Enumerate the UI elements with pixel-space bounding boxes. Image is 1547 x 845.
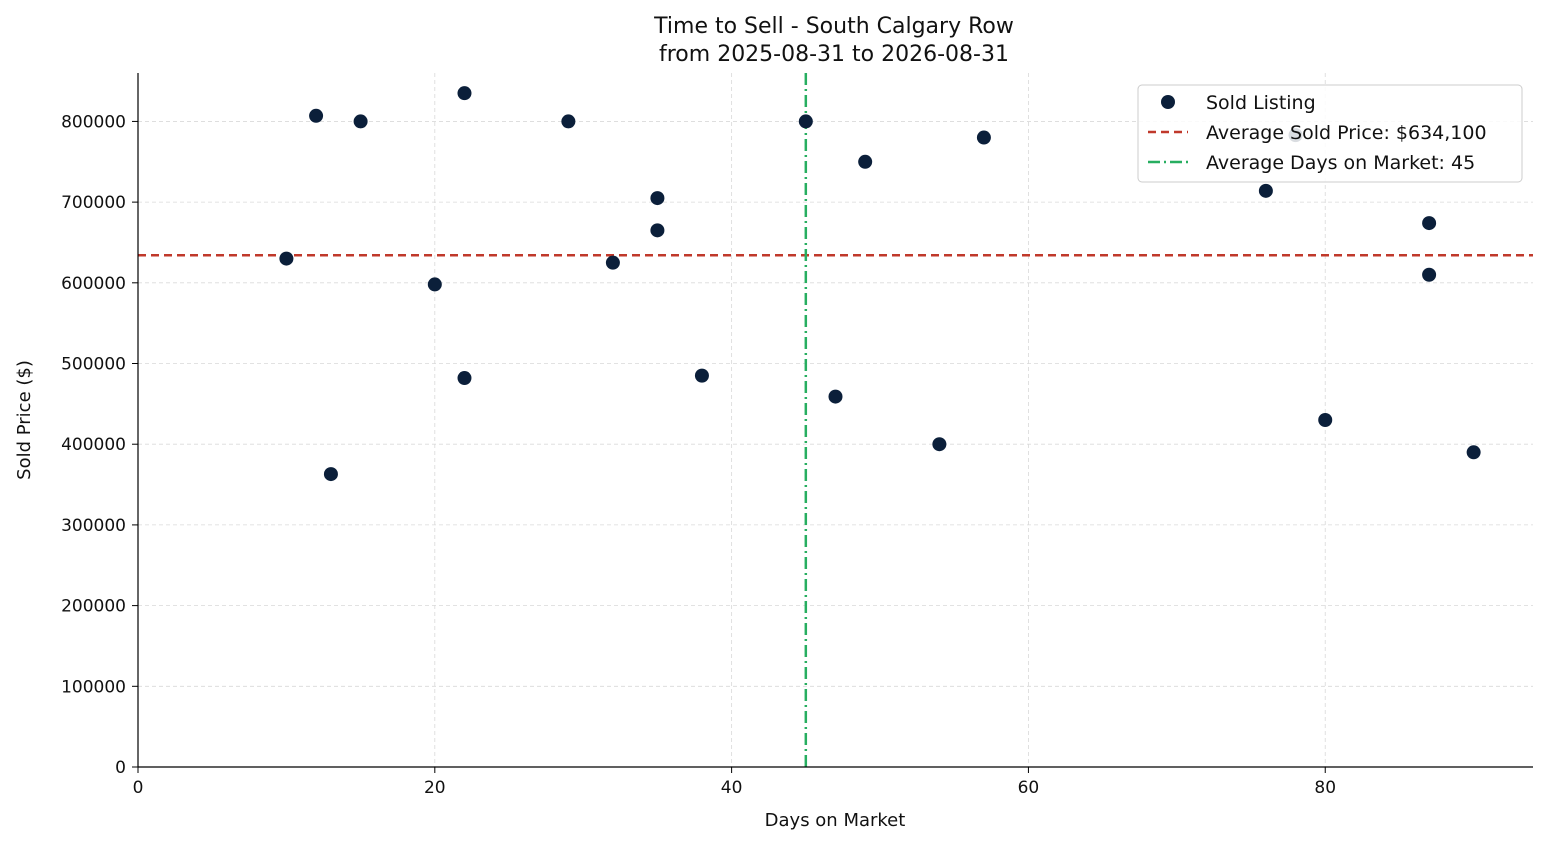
- legend-label-average-days: Average Days on Market: 45: [1206, 152, 1475, 174]
- chart-title: Time to Sell - South Calgary Row: [653, 14, 1014, 39]
- y-tick-label: 100000: [61, 677, 126, 697]
- x-tick-label: 40: [721, 778, 743, 798]
- data-point: [932, 437, 947, 452]
- data-point: [457, 371, 472, 386]
- data-point: [279, 251, 294, 266]
- reference-lines: [138, 73, 1533, 767]
- y-tick-label: 400000: [61, 435, 126, 455]
- x-tick-label: 60: [1018, 778, 1040, 798]
- data-point: [353, 114, 368, 129]
- legend-label-sold-listing: Sold Listing: [1206, 92, 1316, 114]
- legend-label-average-price: Average Sold Price: $634,100: [1206, 122, 1487, 144]
- legend-box: [1137, 84, 1523, 183]
- axes: [137, 73, 1533, 768]
- y-tick-label: 800000: [61, 112, 126, 132]
- x-tick-label: 0: [133, 778, 144, 798]
- x-tick-label: 80: [1314, 778, 1336, 798]
- y-tick-label: 300000: [61, 516, 126, 536]
- data-point: [976, 130, 991, 145]
- y-tick-label: 600000: [61, 274, 126, 294]
- data-point: [650, 223, 665, 238]
- y-tick-label: 200000: [61, 597, 126, 617]
- data-point: [1466, 445, 1481, 460]
- data-point: [798, 114, 813, 129]
- x-ticks: 0 20 40 60 80: [133, 767, 1336, 798]
- y-axis-label: Sold Price ($): [14, 360, 35, 480]
- data-point: [561, 114, 576, 129]
- data-point: [1422, 216, 1437, 231]
- data-point: [323, 467, 338, 482]
- data-points: [279, 86, 1481, 482]
- chart-subtitle: from 2025-08-31 to 2026-08-31: [659, 42, 1009, 67]
- y-tick-label: 500000: [61, 355, 126, 375]
- data-point: [457, 86, 472, 101]
- y-tick-label: 0: [115, 758, 126, 778]
- legend: Sold Listing Average Sold Price: $634,10…: [1137, 84, 1523, 183]
- y-tick-label: 700000: [61, 193, 126, 213]
- data-point: [1318, 413, 1333, 427]
- x-axis-label: Days on Market: [765, 810, 906, 831]
- data-point: [828, 389, 843, 404]
- y-ticks: 0 100000 200000 300000 400000 500000 600000 700…: [61, 112, 138, 778]
- data-point: [858, 154, 873, 169]
- data-point: [427, 277, 442, 292]
- x-tick-label: 20: [424, 778, 446, 798]
- data-point: [309, 108, 324, 123]
- grid-lines: [138, 73, 1533, 767]
- data-point: [694, 368, 709, 383]
- data-point: [605, 255, 620, 270]
- data-point: [1258, 183, 1273, 198]
- legend-marker-sold-listing: [1161, 95, 1175, 109]
- data-point: [650, 191, 665, 206]
- data-point: [1422, 267, 1437, 282]
